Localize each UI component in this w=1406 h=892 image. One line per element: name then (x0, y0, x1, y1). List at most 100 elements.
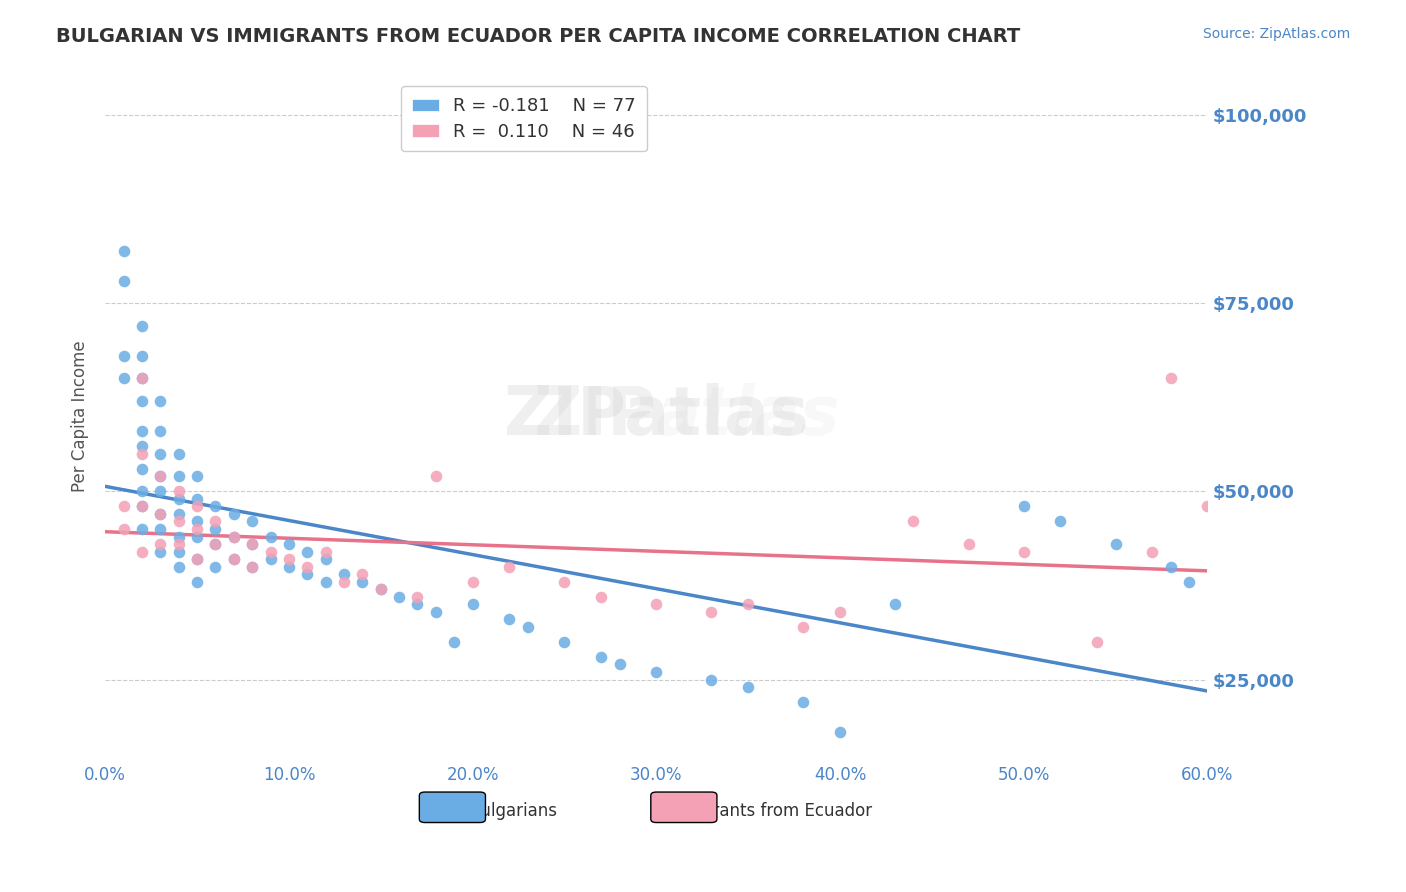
Point (315, 574, 337, 589)
Point (131, 500, 153, 514)
Point (222, 552, 245, 566)
Point (591, 649, 613, 664)
Point (186, 552, 208, 566)
Point (240, 537, 263, 551)
Point (149, 394, 172, 409)
Point (222, 552, 245, 566)
Point (131, 371, 153, 385)
Point (443, 635, 465, 649)
Point (204, 515, 226, 529)
FancyBboxPatch shape (651, 792, 717, 822)
Point (112, 371, 135, 385)
Point (131, 371, 153, 385)
FancyBboxPatch shape (419, 792, 485, 822)
Legend: R = -0.181    N = 77, R =  0.110    N = 46: R = -0.181 N = 77, R = 0.110 N = 46 (401, 87, 647, 152)
Point (149, 522, 172, 536)
Point (297, 544, 319, 558)
Point (1197, 500, 1219, 514)
Point (1104, 537, 1126, 551)
Point (167, 529, 190, 543)
Point (406, 597, 429, 611)
Point (553, 635, 575, 649)
Point (131, 447, 153, 461)
Point (167, 469, 190, 483)
Point (700, 673, 723, 687)
Point (315, 544, 337, 558)
Point (700, 605, 723, 619)
Point (297, 559, 319, 574)
Point (131, 462, 153, 476)
Point (609, 657, 631, 672)
Point (259, 552, 281, 566)
Point (222, 529, 245, 543)
Point (461, 574, 484, 589)
Point (131, 349, 153, 363)
Point (186, 552, 208, 566)
Point (388, 590, 411, 604)
Point (167, 491, 190, 506)
Point (149, 537, 172, 551)
Point (149, 484, 172, 499)
Point (149, 507, 172, 521)
Point (167, 544, 190, 558)
Point (352, 574, 374, 589)
Point (131, 484, 153, 499)
Point (149, 469, 172, 483)
Point (370, 582, 392, 597)
Point (186, 574, 208, 589)
Point (259, 544, 281, 558)
Point (167, 447, 190, 461)
Point (1142, 544, 1164, 558)
Point (167, 515, 190, 529)
Point (240, 537, 263, 551)
Point (149, 447, 172, 461)
Point (352, 567, 374, 582)
Point (112, 349, 135, 363)
Point (645, 665, 668, 679)
Point (828, 725, 851, 739)
Point (167, 537, 190, 551)
Point (240, 559, 263, 574)
Point (315, 552, 337, 566)
Point (204, 537, 226, 551)
Point (131, 500, 153, 514)
Text: ZIPatlas: ZIPatlas (503, 384, 808, 449)
Point (186, 469, 208, 483)
Point (1012, 544, 1035, 558)
Point (186, 522, 208, 536)
Point (186, 529, 208, 543)
Text: Bulgarians: Bulgarians (470, 802, 557, 821)
Point (333, 567, 356, 582)
Point (131, 394, 153, 409)
Point (1049, 515, 1071, 529)
Point (425, 605, 447, 619)
Point (884, 597, 907, 611)
Point (645, 597, 668, 611)
Point (516, 620, 538, 634)
Point (186, 515, 208, 529)
Point (167, 484, 190, 499)
Point (149, 507, 172, 521)
Point (149, 424, 172, 438)
Point (1160, 559, 1182, 574)
Point (737, 680, 759, 694)
Point (131, 318, 153, 333)
Point (370, 582, 392, 597)
Point (277, 537, 299, 551)
Point (591, 590, 613, 604)
Point (131, 544, 153, 558)
Point (498, 612, 520, 626)
Point (149, 544, 172, 558)
Point (204, 522, 226, 536)
Point (1160, 371, 1182, 385)
Point (222, 507, 245, 521)
Point (333, 574, 356, 589)
Point (112, 244, 135, 258)
Point (1085, 635, 1108, 649)
Point (957, 537, 980, 551)
Point (204, 500, 226, 514)
Point (131, 424, 153, 438)
Point (204, 559, 226, 574)
Point (1012, 500, 1035, 514)
Text: ZIP: ZIP (534, 384, 657, 449)
